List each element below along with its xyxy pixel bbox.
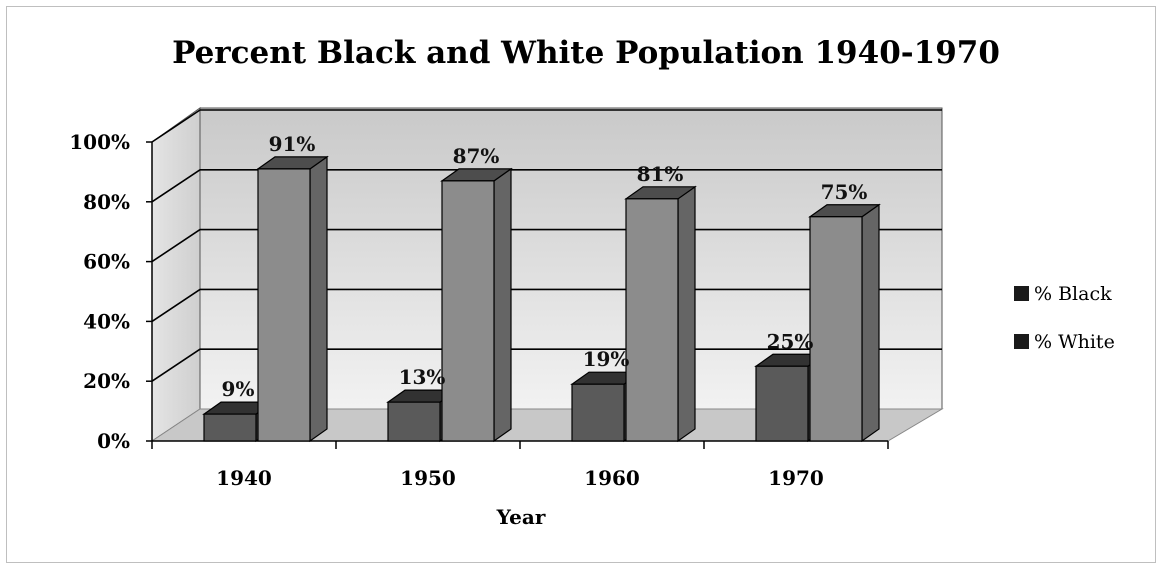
y-tick-label: 100%	[69, 130, 130, 154]
y-tick-label: 60%	[83, 250, 130, 274]
bar-front	[203, 413, 257, 442]
y-tick-label: 80%	[83, 190, 130, 214]
bar-front	[441, 180, 495, 442]
bar	[256, 155, 329, 443]
data-label: 13%	[399, 365, 446, 389]
data-label: 75%	[821, 180, 868, 204]
bar-side	[861, 203, 880, 443]
y-axis: 0% 20% 40% 60% 80% 100%	[69, 130, 153, 453]
data-label: 19%	[583, 347, 630, 371]
legend-swatch	[1014, 334, 1029, 349]
data-labels: 9% 91% 13% 87% 19% 81% 25% 75%	[222, 132, 868, 401]
data-label: 81%	[637, 162, 684, 186]
y-tick-label: 40%	[83, 309, 130, 333]
bar-front	[257, 168, 311, 442]
chart-title: Percent Black and White Population 1940-…	[172, 35, 1000, 71]
x-axis-title: Year	[496, 505, 546, 529]
x-tick-label: 1960	[584, 466, 640, 490]
legend: % Black % White	[1014, 283, 1115, 353]
data-label: 91%	[269, 132, 316, 156]
data-label: 87%	[453, 144, 500, 168]
bar-front	[755, 365, 809, 442]
bar-side	[677, 185, 696, 443]
side-wall	[151, 107, 201, 442]
data-label: 9%	[222, 377, 255, 401]
x-tick-label: 1970	[768, 466, 824, 490]
legend-label: % White	[1034, 331, 1115, 353]
bar-front	[387, 401, 441, 442]
bar-front	[571, 383, 625, 442]
data-label: 25%	[767, 329, 814, 353]
bar	[808, 203, 881, 443]
x-tick-label: 1950	[400, 466, 456, 490]
x-tick-label: 1940	[216, 466, 272, 490]
y-tick-label: 0%	[97, 429, 130, 453]
legend-label: % Black	[1034, 283, 1112, 305]
bar-front	[625, 198, 679, 442]
legend-swatch	[1014, 286, 1029, 301]
gridline	[151, 109, 942, 143]
x-axis: 1940 1950 1960 1970	[151, 440, 889, 490]
y-tick-label: 20%	[83, 369, 130, 393]
bar-side	[493, 167, 512, 443]
bar-front	[809, 216, 863, 442]
bar	[440, 167, 513, 443]
gridline	[151, 169, 942, 203]
bar-side	[309, 155, 328, 443]
bars	[202, 155, 881, 443]
bar	[624, 185, 697, 443]
